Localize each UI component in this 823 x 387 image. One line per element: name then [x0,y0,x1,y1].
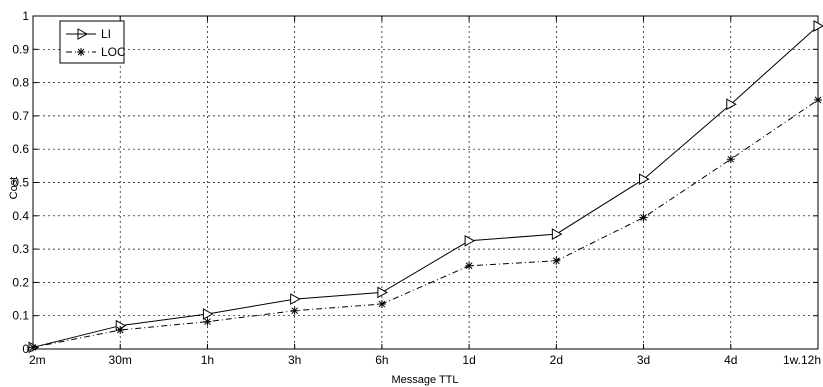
data-point-loc [116,326,125,335]
plot-area [33,16,818,349]
x-tick-label: 2d [550,353,563,367]
data-point-loc [203,317,212,326]
y-axis-title: Cost [8,177,20,200]
series-line-li [32,25,819,348]
data-point-li [551,228,563,240]
data-point-loc [814,95,822,104]
x-tick-label: 1d [462,353,475,367]
y-tick-label: 0 [22,342,29,356]
data-point-li [639,173,650,186]
y-tick-label: 0.1 [12,309,29,323]
x-tick-label: 4d [724,353,737,367]
x-axis: 2m 30m 1h 3h 6h 1d 2d 3d 4d 1w.12h [29,16,821,367]
series-group [28,20,823,354]
y-tick-label: 0.4 [12,209,29,223]
data-point-li [726,98,737,111]
data-point-li [464,234,476,247]
y-tick-label: 0.5 [12,176,29,190]
data-point-loc [29,343,37,352]
x-tick-label: 30m [109,353,132,367]
y-tick-label: 0.2 [12,275,29,289]
x-axis-title: Message TTL [391,374,458,386]
x-tick-label: 2m [29,353,46,367]
legend-label-li: LI [101,27,111,41]
data-point-li [290,293,301,305]
data-point-loc [465,261,474,270]
y-tick-label: 0.9 [12,42,29,56]
data-point-li [813,20,823,32]
y-tick-label: 1 [22,9,29,23]
data-point-loc [552,256,561,265]
x-tick-label: 1h [201,353,214,367]
data-point-li [202,308,214,320]
legend-label-loc: LOC [101,45,126,59]
y-tick-label: 0.8 [12,76,29,90]
x-tick-label: 6h [375,353,388,367]
data-point-loc [290,306,299,315]
x-tick-label: 3d [637,353,650,367]
x-tick-label: 1w.12h [783,353,821,367]
data-point-li [377,286,388,299]
legend-marker-loc [77,48,85,56]
y-tick-label: 0.3 [12,242,29,256]
legend-box [59,20,125,64]
y-tick-label: 0.7 [12,109,29,123]
data-point-loc [726,155,735,164]
data-point-loc [639,213,648,222]
legend-marker-li [77,28,89,40]
x-tick-label: 3h [288,353,301,367]
y-axis: 0 0.1 0.2 0.3 0.4 0.5 0.6 0.7 0.8 0.9 1 [12,9,818,356]
data-point-loc [377,300,386,309]
grid [33,16,818,349]
series-line-loc [32,99,819,348]
y-tick-label: 0.6 [12,142,29,156]
legend: LI LOC [59,20,126,64]
